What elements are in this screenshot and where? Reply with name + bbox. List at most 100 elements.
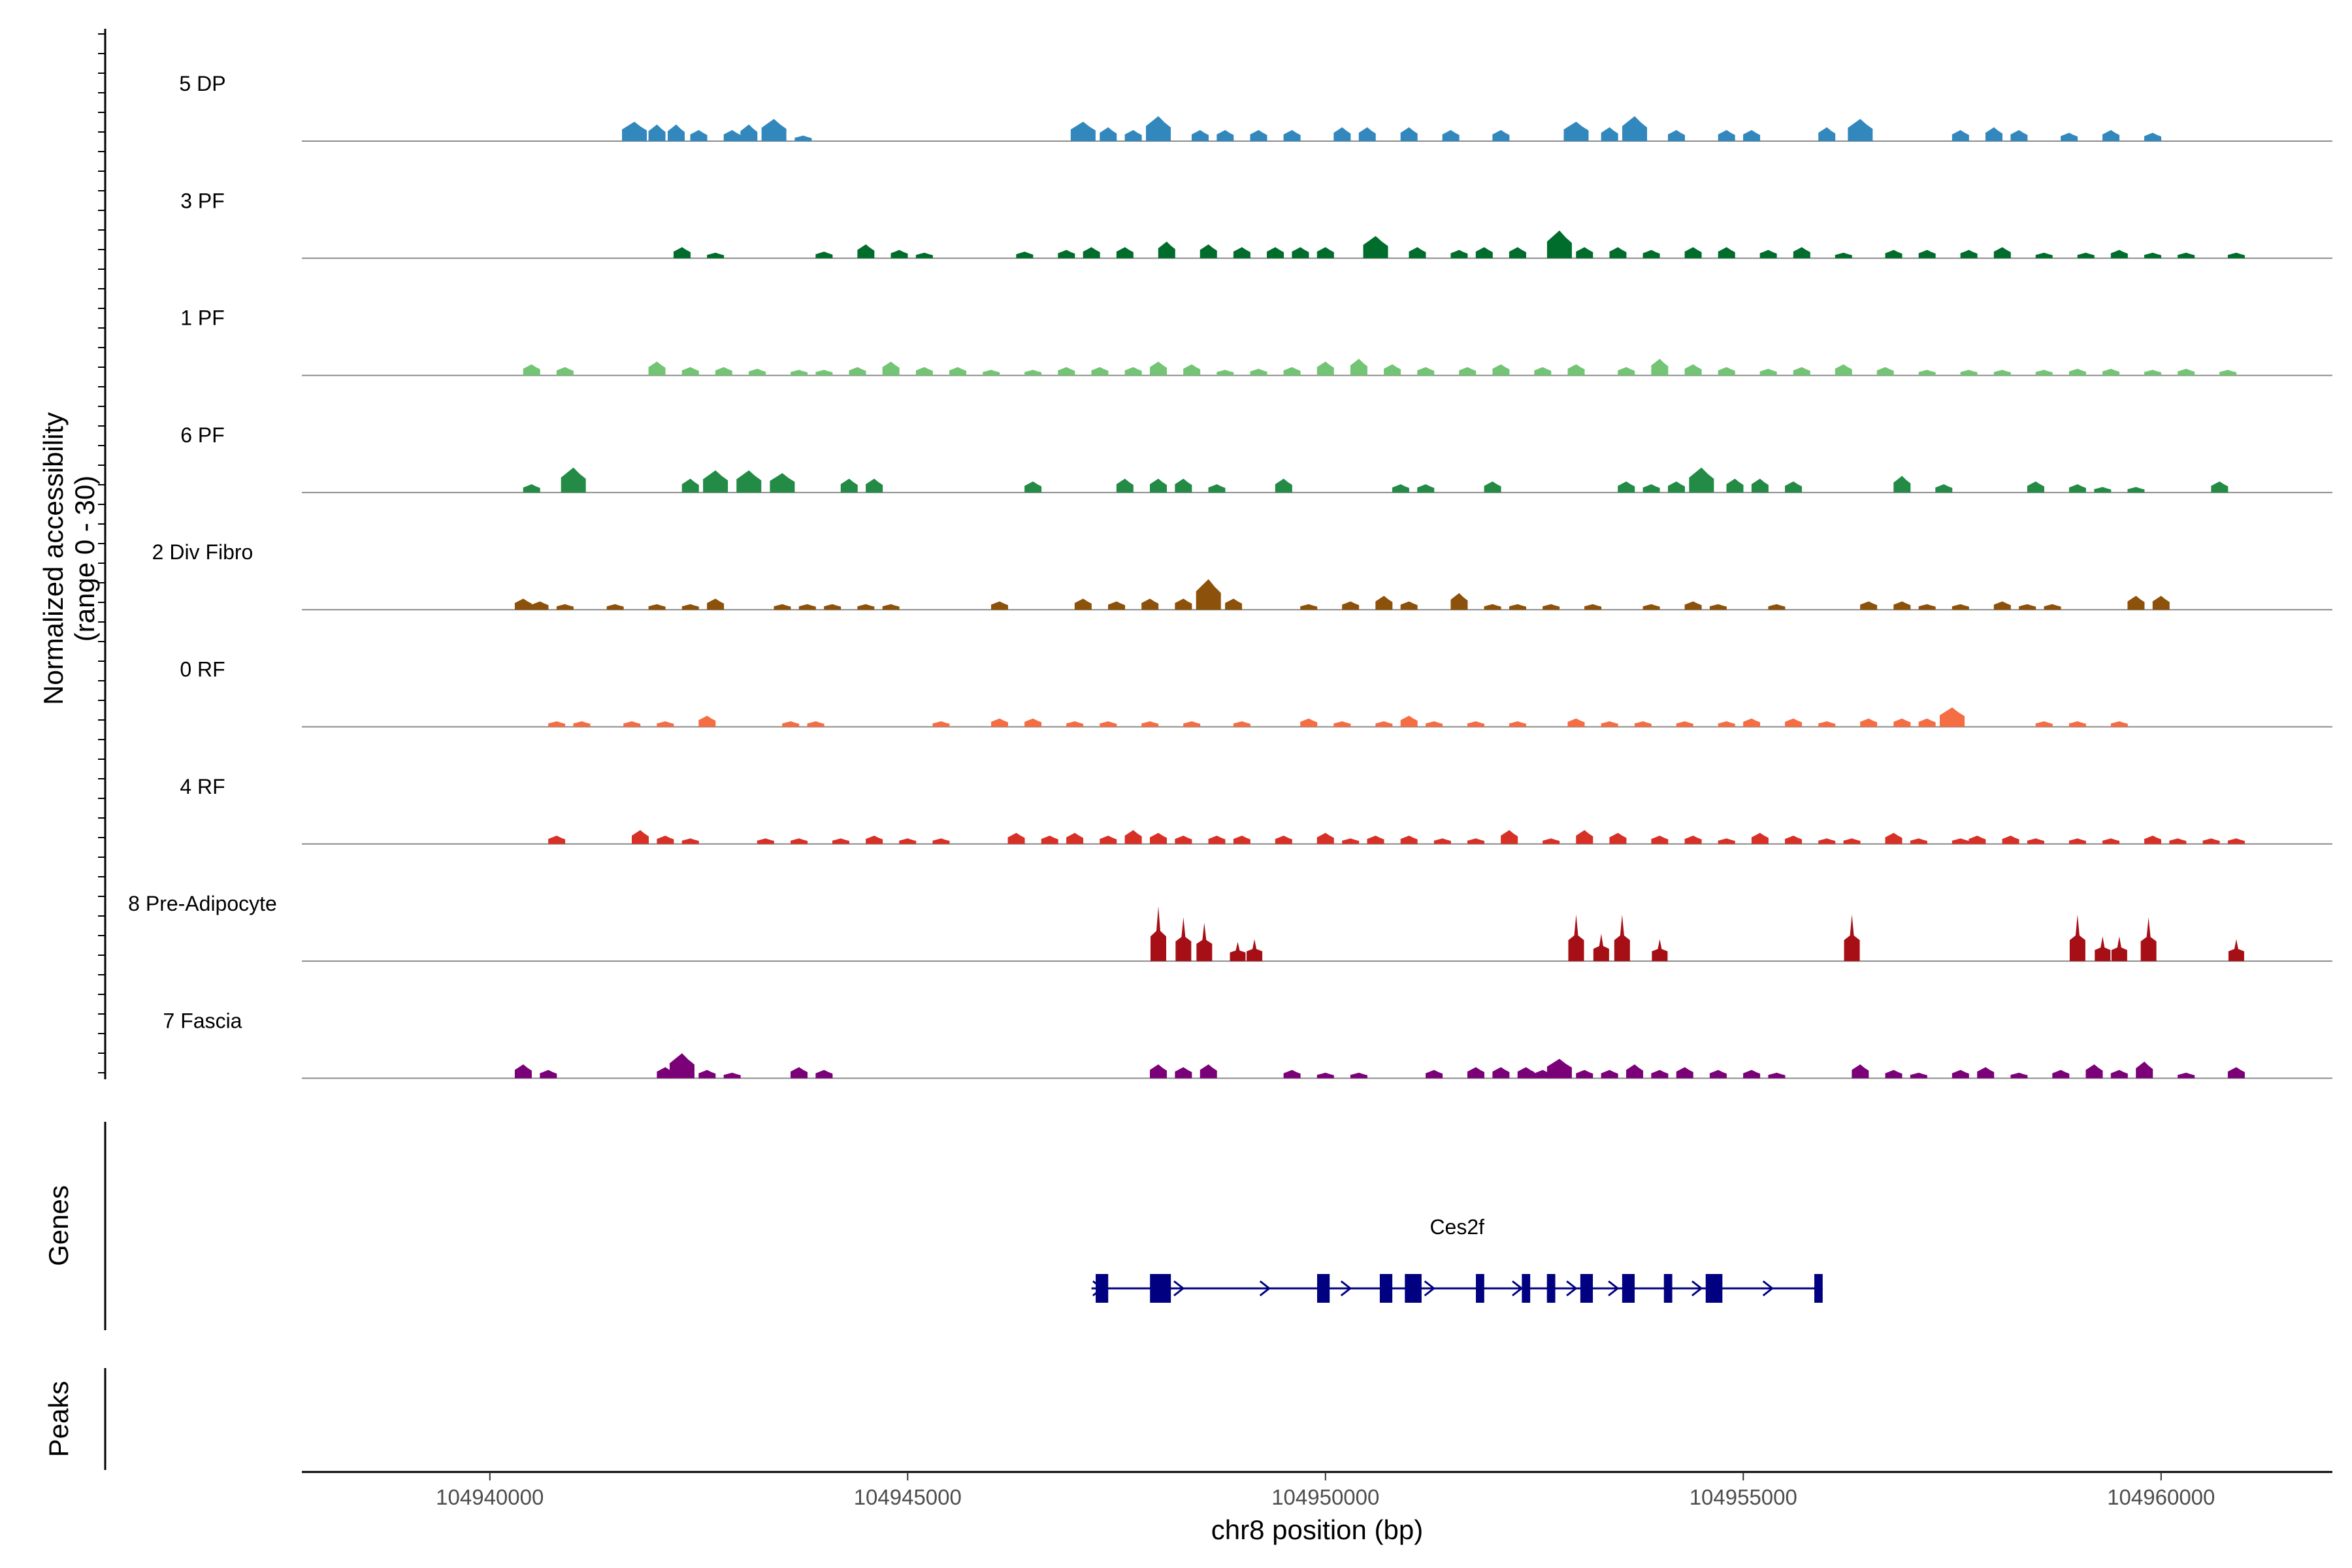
coverage-peak <box>2035 370 2053 376</box>
coverage-peak <box>523 484 540 493</box>
coverage-peak <box>1467 1067 1485 1079</box>
coverage-peak <box>2110 1070 2128 1079</box>
coverage-peak <box>2102 838 2120 844</box>
coverage-peak <box>1576 247 1593 259</box>
coverage-peak <box>1743 130 1761 141</box>
coverage-peak <box>1191 130 1209 141</box>
coverage-peak <box>1442 130 1460 141</box>
coverage-peak <box>2140 917 2157 962</box>
coverage-peak <box>1618 481 1635 493</box>
coverage-peak <box>1145 116 1171 141</box>
coverage-peak <box>606 604 624 610</box>
coverage-peak <box>1743 1070 1761 1079</box>
coverage-peak <box>2144 370 2162 376</box>
coverage-peak <box>1141 598 1159 610</box>
coverage-peak <box>2110 250 2128 259</box>
coverage-peak <box>1626 1064 1644 1079</box>
coverage-peak <box>1316 361 1334 376</box>
coverage-peak <box>782 721 800 727</box>
track-label: 3 PF <box>180 189 225 212</box>
coverage-peak <box>1342 838 1360 844</box>
coverage-peak <box>1124 830 1142 844</box>
coverage-peak <box>794 135 812 141</box>
coverage-peak <box>1601 721 1618 727</box>
gene-exon <box>1317 1274 1330 1303</box>
coverage-peak <box>1567 364 1585 376</box>
coverage-peak <box>1835 364 1852 376</box>
coverage-peak <box>561 467 586 493</box>
track-1-pf: 1 PF <box>180 306 2332 376</box>
coverage-peak <box>1768 604 1786 610</box>
coverage-peak <box>840 478 858 493</box>
coverage-peak <box>1993 370 2011 376</box>
coverage-peak <box>1450 250 1468 259</box>
gene-strand-arrow <box>1092 1280 1104 1297</box>
coverage-peak <box>882 361 900 376</box>
coverage-peak <box>1618 367 1635 376</box>
coverage-peak <box>1876 367 1894 376</box>
track-label: 8 Pre-Adipocyte <box>128 892 277 915</box>
x-tick-label: 104940000 <box>436 1485 544 1509</box>
coverage-peak <box>1158 241 1175 259</box>
coverage-peak <box>1475 247 1493 259</box>
coverage-peak <box>1543 604 1560 610</box>
coverage-peak <box>632 830 649 844</box>
x-tick-label: 104950000 <box>1271 1485 1379 1509</box>
coverage-peak <box>1576 830 1593 844</box>
coverage-peak <box>1175 598 1192 610</box>
coverage-peak <box>2068 838 2086 844</box>
coverage-peak <box>1968 836 1986 844</box>
coverage-peak <box>1960 250 1978 259</box>
coverage-peak <box>1041 836 1058 844</box>
coverage-peak <box>1007 832 1025 844</box>
gene-strand-arrow <box>1340 1280 1352 1297</box>
coverage-peak <box>681 604 699 610</box>
coverage-peak <box>667 124 685 141</box>
gene-exon <box>1622 1274 1635 1303</box>
coverage-peak <box>761 119 787 141</box>
coverage-peak <box>1150 906 1166 962</box>
coverage-peak <box>1400 127 1418 141</box>
coverage-peak <box>1459 367 1477 376</box>
coverage-peak <box>849 367 866 376</box>
coverage-peak <box>1196 923 1213 962</box>
coverage-peak <box>1208 484 1226 493</box>
coverage-peak <box>514 1064 532 1079</box>
coverage-peak <box>1910 838 1927 844</box>
coverage-peak <box>1375 721 1393 727</box>
coverage-peak <box>1217 130 1234 141</box>
coverage-peak <box>523 364 540 376</box>
gene-exon <box>1379 1274 1393 1303</box>
coverage-peak <box>1642 250 1660 259</box>
coverage-peak <box>1316 247 1334 259</box>
coverage-peak <box>1149 832 1167 844</box>
coverage-peak <box>1183 721 1201 727</box>
coverage-peak <box>698 715 716 727</box>
coverage-peak <box>1684 364 1702 376</box>
peaks-panel-label: Peaks <box>43 1381 74 1458</box>
coverage-peak <box>1200 244 1217 259</box>
coverage-peak <box>681 367 699 376</box>
coverage-peak <box>1149 361 1167 376</box>
coverage-peak <box>1759 368 1777 376</box>
coverage-peak <box>1993 601 2011 610</box>
coverage-peak <box>1083 247 1100 259</box>
coverage-peak <box>1426 721 1443 727</box>
coverage-peak <box>1417 367 1435 376</box>
coverage-peak <box>791 1067 808 1079</box>
coverage-peak <box>1684 247 1702 259</box>
coverage-peak <box>1718 721 1735 727</box>
coverage-peak <box>2002 836 2019 844</box>
coverage-peak <box>1676 721 1693 727</box>
coverage-peak <box>1918 370 1936 376</box>
coverage-peak <box>1534 1070 1552 1079</box>
coverage-peak <box>1893 476 1911 493</box>
coverage-peak <box>698 1070 716 1079</box>
coverage-peak <box>707 598 725 610</box>
coverage-peak <box>1467 838 1485 844</box>
coverage-peak <box>1283 367 1301 376</box>
coverage-peak <box>1247 939 1263 962</box>
coverage-peak <box>2102 368 2120 376</box>
coverage-peak <box>990 718 1008 727</box>
coverage-peak <box>857 604 875 610</box>
